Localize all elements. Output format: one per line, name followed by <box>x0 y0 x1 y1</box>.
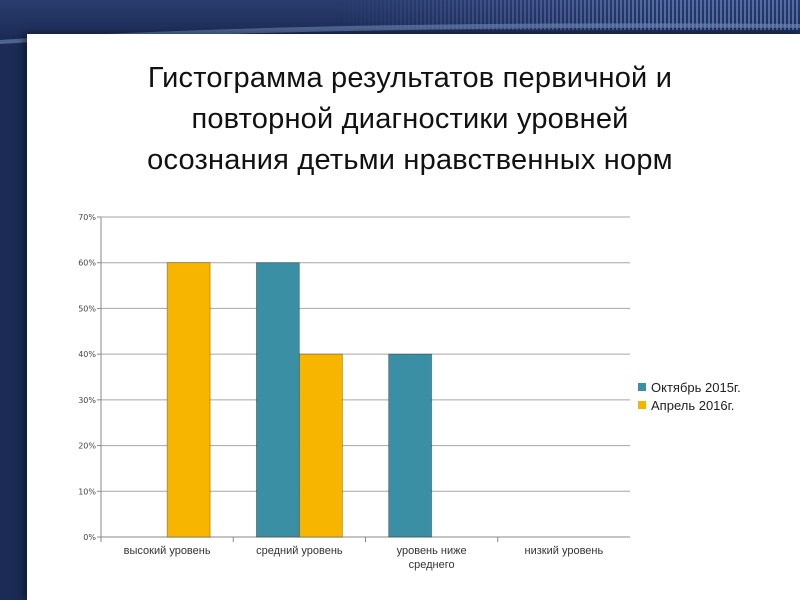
legend-label: Октябрь 2015г. <box>651 379 741 395</box>
y-tick-label: 70% <box>78 213 96 222</box>
x-category-label: высокий уровень <box>124 545 211 557</box>
y-tick-label: 50% <box>78 304 96 313</box>
title-line: повторной диагностики уровней <box>191 103 629 135</box>
bar-april <box>298 353 343 538</box>
y-tick-label: 0% <box>83 533 96 542</box>
x-category-label: низкий уровень <box>525 545 604 557</box>
header-swoosh <box>0 23 800 44</box>
x-category-label: уровень ниже <box>397 545 467 557</box>
title-line: Гистограмма результатов первичной и <box>147 62 673 94</box>
legend-swatch <box>638 401 646 409</box>
legend-item-october: Октябрь 2015г. <box>638 378 741 396</box>
bar-april <box>166 262 211 538</box>
legend-item-april: Апрель 2016г. <box>638 396 741 414</box>
chart-legend: Октябрь 2015г. Апрель 2016г. <box>638 378 741 414</box>
y-tick-label: 60% <box>78 259 96 268</box>
y-tick-label: 40% <box>78 350 96 359</box>
legend-swatch <box>638 383 646 391</box>
y-tick-label: 20% <box>78 442 96 451</box>
x-category-label: среднего <box>409 559 455 571</box>
bar-october <box>388 353 433 538</box>
y-tick-label: 30% <box>78 396 96 405</box>
legend-label: Апрель 2016г. <box>651 397 735 413</box>
slide-title: Гистограмма результатов первичной и повт… <box>60 58 760 181</box>
x-category-label: средний уровень <box>256 545 343 557</box>
y-tick-label: 10% <box>78 487 96 496</box>
bar-october <box>255 262 300 538</box>
title-line: осознания детьми нравственных норм <box>147 144 673 176</box>
